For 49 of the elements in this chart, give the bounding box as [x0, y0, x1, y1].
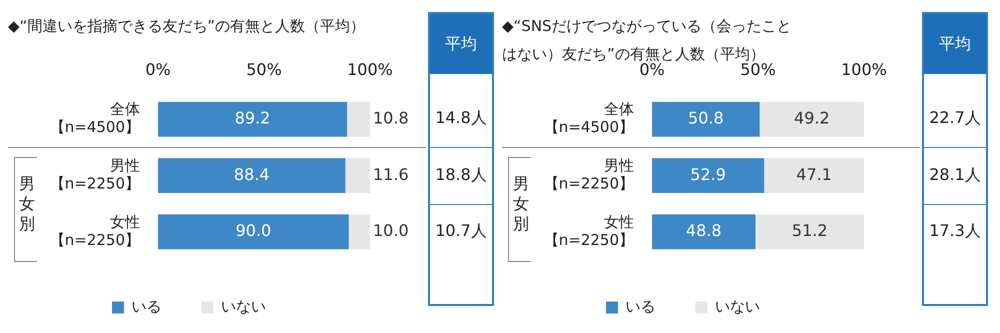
legend-label: いない — [221, 297, 266, 316]
y-tick-label: 男性【n=2250】 — [50, 156, 140, 192]
text: 男女別 — [18, 174, 36, 234]
legend-label: いる — [626, 297, 656, 316]
y-tick-label: 全体【n=4500】 — [50, 100, 140, 136]
bar — [652, 102, 760, 137]
chart-title: ◆“間違いを指摘できる友だち”の有無と人数（平均） — [8, 16, 366, 37]
data-label: 10.8 — [373, 108, 409, 128]
text: 平均 — [924, 14, 986, 74]
data-label: 89.2 — [234, 108, 270, 128]
text: 10.7人 — [434, 220, 488, 242]
bar — [652, 214, 756, 250]
data-label: 90.0 — [236, 221, 272, 240]
data-label: 88.4 — [234, 164, 270, 184]
x-tick-label: 100% — [347, 60, 393, 79]
y-tick-label: 男性【n=2250】 — [544, 156, 634, 192]
text: 平均 — [430, 14, 492, 74]
bar — [760, 102, 864, 137]
bar — [158, 102, 348, 137]
data-label: 47.1 — [796, 164, 832, 184]
text: 28.1人 — [928, 164, 982, 186]
y-tick-label: 全体【n=4500】 — [544, 100, 634, 136]
bar — [652, 158, 764, 194]
text: 18.8人 — [434, 164, 488, 186]
data-label: 48.8 — [686, 221, 722, 240]
text: 17.3人 — [928, 220, 982, 242]
legend-label: いない — [715, 297, 760, 316]
data-label: 49.2 — [794, 108, 830, 128]
data-label: 52.9 — [690, 164, 726, 184]
text: 14.8人 — [434, 108, 488, 130]
x-tick-label: 50% — [246, 60, 282, 79]
bar — [755, 214, 864, 250]
data-label: 10.0 — [373, 221, 409, 240]
data-label: 51.2 — [792, 221, 828, 240]
x-tick-label: 0% — [145, 60, 171, 79]
bar — [348, 214, 370, 250]
bar — [158, 214, 349, 250]
bar — [345, 158, 370, 194]
y-tick-label: 女性【n=2250】 — [50, 212, 140, 249]
text: 男女別 — [512, 174, 530, 234]
y-tick-label: 女性【n=2250】 — [544, 212, 634, 249]
text: 22.7人 — [928, 108, 982, 130]
x-tick-label: 100% — [841, 60, 887, 79]
bar — [158, 158, 346, 194]
data-label: 50.8 — [688, 108, 724, 128]
bar — [764, 158, 864, 194]
legend-label: いる — [132, 297, 162, 316]
data-label: 11.6 — [373, 164, 409, 184]
bar — [347, 102, 370, 137]
